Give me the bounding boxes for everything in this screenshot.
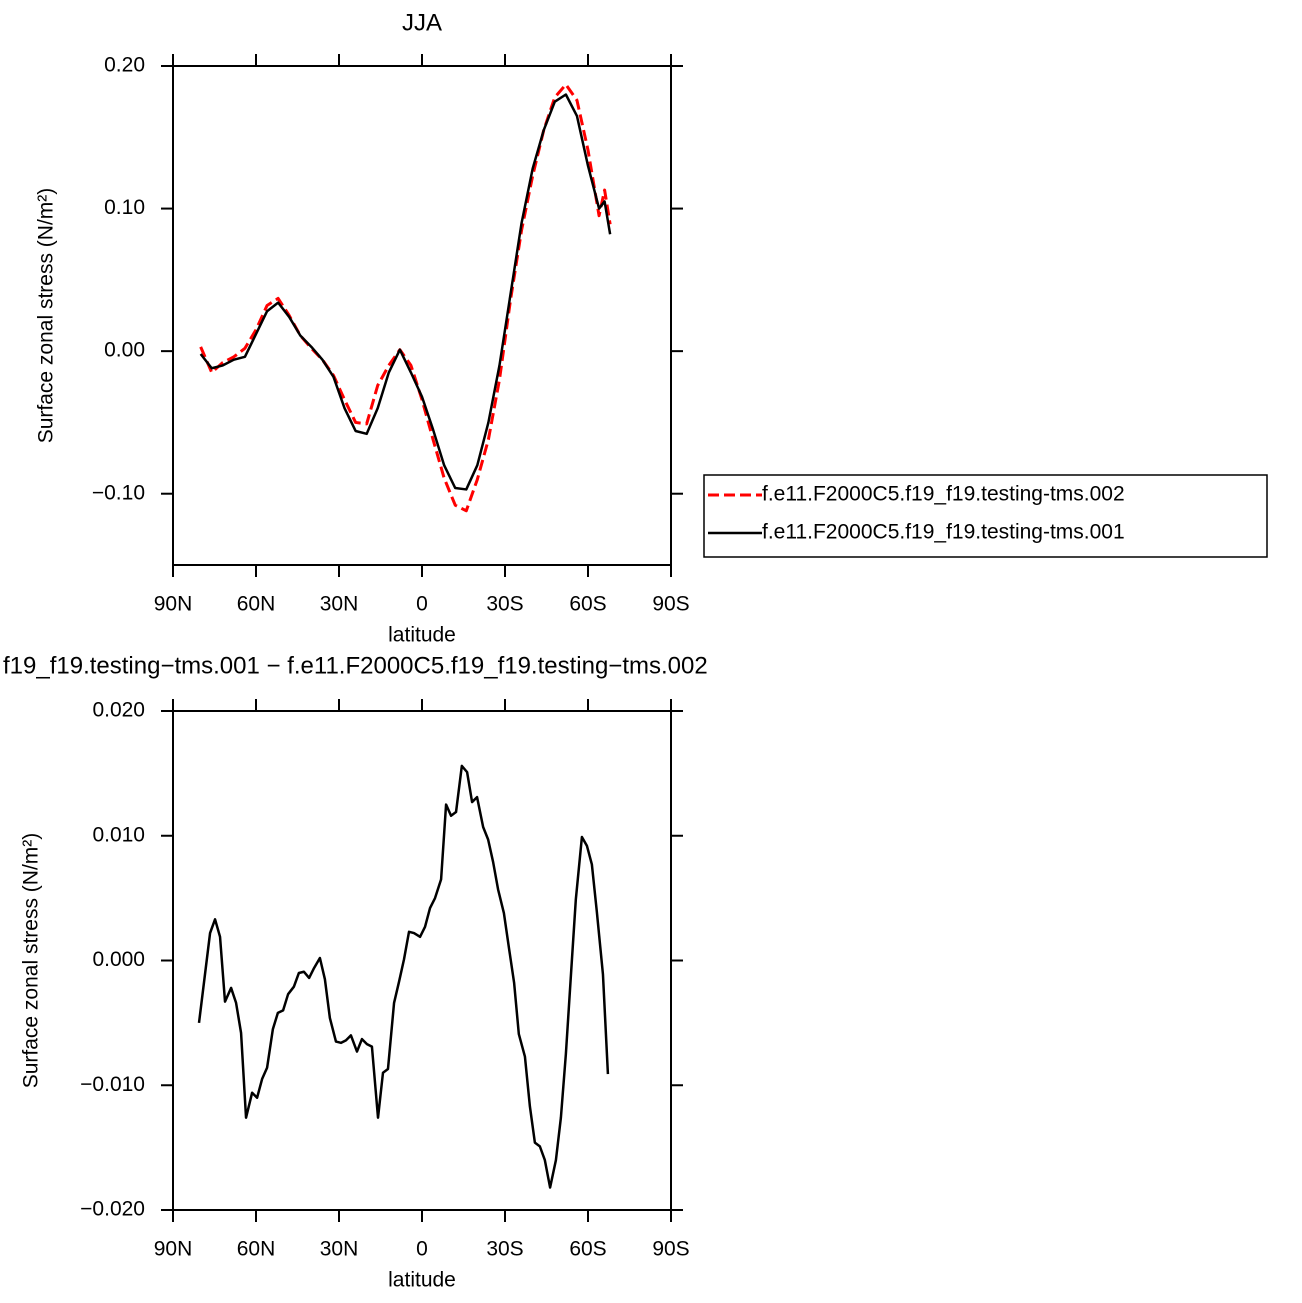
x-tick-label: 0 <box>416 593 428 616</box>
y-tick-label: 0.10 <box>104 196 145 219</box>
y-axis-label: Surface zonal stress (N/m²) <box>20 833 43 1089</box>
x-tick-label: 30S <box>486 1238 523 1261</box>
legend-box <box>703 474 1268 558</box>
y-axis-label: Surface zonal stress (N/m²) <box>35 188 58 444</box>
y-tick-label: 0.020 <box>92 699 145 722</box>
x-tick-label: 60N <box>237 593 276 616</box>
x-axis-label: latitude <box>388 1269 456 1292</box>
y-tick-label: 0.000 <box>92 948 145 971</box>
x-tick-label: 60S <box>569 593 606 616</box>
chart-title: f19_f19.testing−tms.001 − f.e11.F2000C5.… <box>3 652 708 679</box>
x-tick-label: 0 <box>416 1238 428 1261</box>
plot-frame <box>172 710 672 1211</box>
x-tick-label: 90S <box>652 593 689 616</box>
chart-title: JJA <box>402 9 442 36</box>
series-line <box>197 764 610 1189</box>
x-tick-label: 30N <box>320 593 359 616</box>
y-tick-label: 0.00 <box>104 339 145 362</box>
y-tick-label: −0.10 <box>92 481 145 504</box>
y-tick-label: 0.20 <box>104 54 145 77</box>
legend-label: f.e11.F2000C5.f19_f19.testing-tms.001 <box>762 521 1125 544</box>
x-tick-label: 60N <box>237 1238 276 1261</box>
x-axis-label: latitude <box>388 624 456 647</box>
series-line <box>199 83 612 513</box>
x-tick-label: 30N <box>320 1238 359 1261</box>
x-tick-label: 90N <box>154 1238 193 1261</box>
x-tick-label: 90N <box>154 593 193 616</box>
y-tick-label: −0.010 <box>80 1073 145 1096</box>
legend-label: f.e11.F2000C5.f19_f19.testing-tms.002 <box>762 483 1125 506</box>
x-tick-label: 90S <box>652 1238 689 1261</box>
y-tick-label: 0.010 <box>92 823 145 846</box>
y-tick-label: −0.020 <box>80 1198 145 1221</box>
x-tick-label: 60S <box>569 1238 606 1261</box>
series-line <box>199 93 612 491</box>
x-tick-label: 30S <box>486 593 523 616</box>
plot-frame <box>172 65 672 566</box>
